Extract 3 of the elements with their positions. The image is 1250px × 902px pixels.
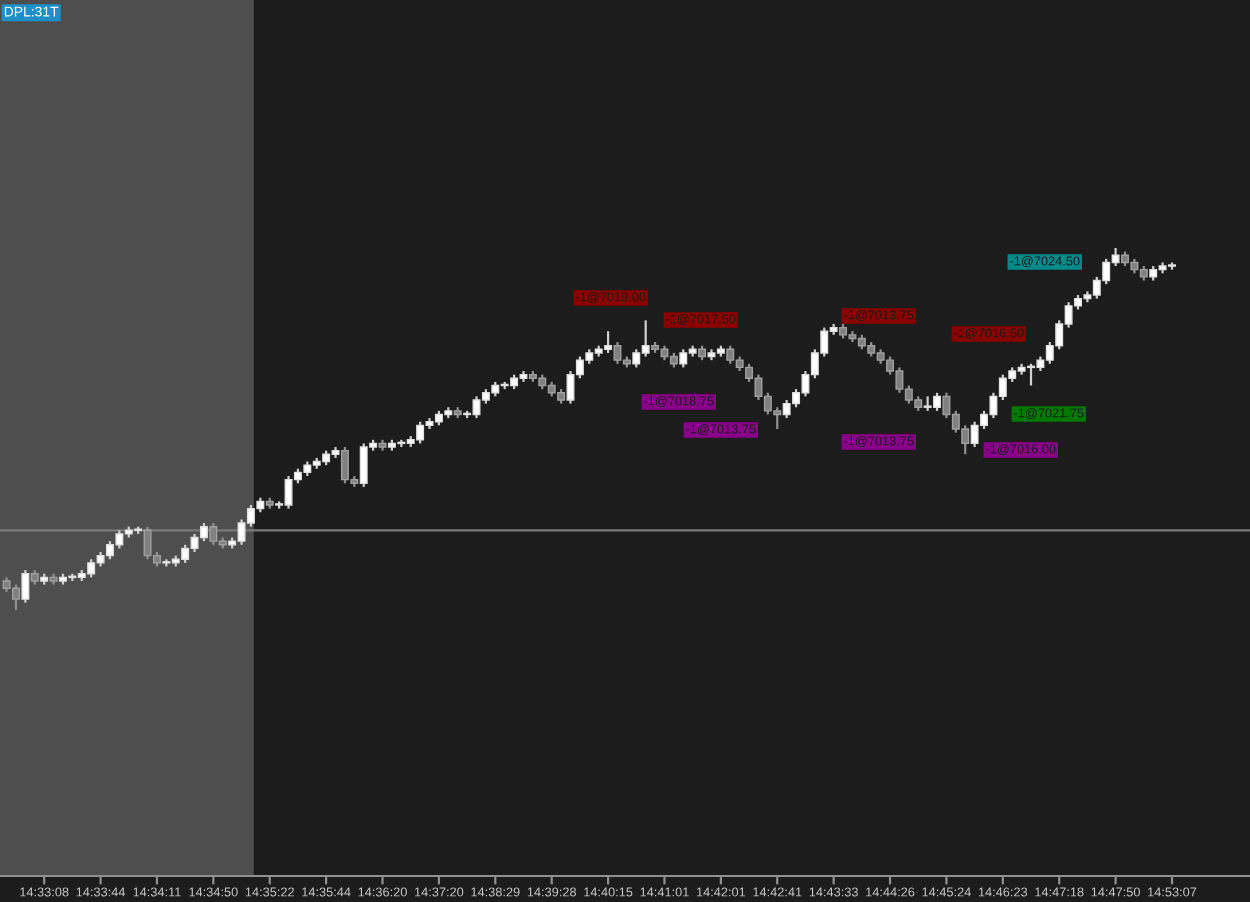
candlestick xyxy=(21,569,30,604)
candlestick xyxy=(11,583,20,612)
candlestick xyxy=(199,521,208,543)
